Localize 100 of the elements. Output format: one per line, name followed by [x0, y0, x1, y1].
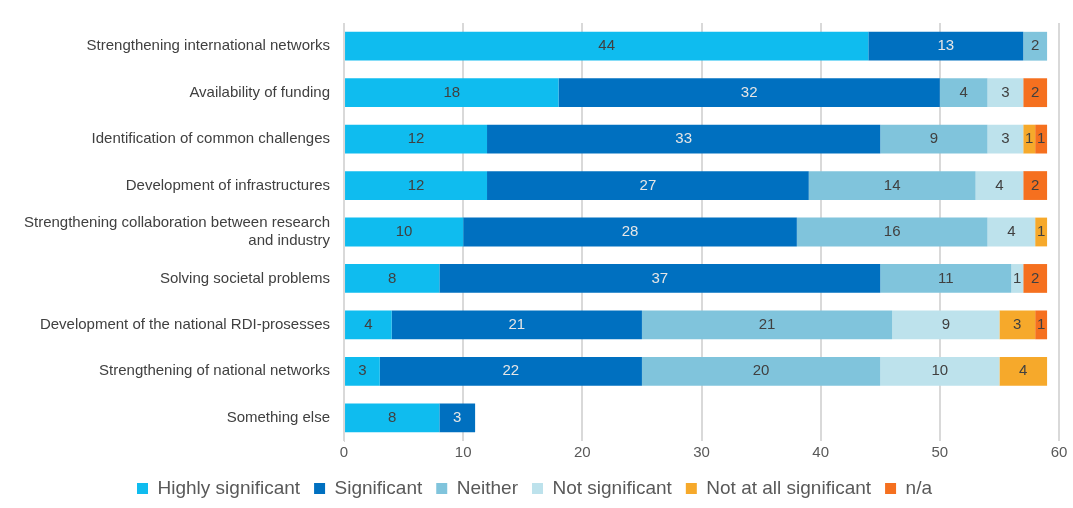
data-label: 3 [453, 407, 462, 425]
bar [1011, 264, 1024, 293]
bar [999, 356, 1048, 386]
data-label: 2 [1031, 175, 1040, 193]
bar [345, 31, 869, 61]
data-label: 2 [1031, 268, 1040, 286]
bar [987, 124, 1024, 154]
bar [868, 31, 1024, 61]
data-label: 21 [758, 315, 776, 333]
bar [880, 124, 988, 154]
bar [880, 264, 1012, 293]
data-label: 2 [1031, 82, 1040, 100]
data-label: 1 [1025, 129, 1034, 147]
bar [487, 124, 881, 154]
x-tick-label: 40 [812, 443, 830, 461]
data-label: 16 [883, 222, 901, 240]
data-label: 18 [443, 82, 461, 100]
y-tick-label: Identification of common challenges [91, 129, 331, 147]
bar [487, 171, 809, 200]
bar [1023, 171, 1048, 200]
data-label: 8 [388, 407, 397, 425]
legend-label: n/a [905, 476, 933, 498]
bar [558, 78, 940, 108]
legend-label: Highly significant [157, 476, 301, 498]
y-tick-label: Strengthening of national networks [99, 361, 331, 379]
x-tick-label: 30 [693, 443, 710, 461]
data-label: 21 [508, 315, 526, 333]
y-tick-label: Strengthening collaboration between research and industry [23, 213, 331, 249]
data-label: 8 [388, 268, 397, 286]
bar [1023, 31, 1048, 61]
data-label: 12 [407, 129, 425, 147]
x-tick-label: 50 [931, 443, 949, 461]
data-label: 3 [1013, 315, 1022, 333]
legend-label: Significant [334, 476, 423, 498]
bar [345, 403, 440, 433]
bar [345, 124, 488, 154]
data-label: 2 [1031, 36, 1040, 54]
data-label: 4 [364, 315, 373, 333]
x-tick-label: 20 [574, 443, 591, 461]
bar [345, 310, 392, 340]
bar [880, 356, 1000, 386]
x-tick-label: 60 [1050, 443, 1068, 461]
data-label: 11 [938, 268, 954, 286]
data-label: 10 [931, 361, 949, 379]
bar [391, 310, 642, 340]
x-tick-label: 10 [454, 443, 472, 461]
data-label: 20 [752, 361, 770, 379]
legend-label: Neither [456, 476, 519, 498]
data-label: 13 [937, 36, 955, 54]
data-label: 3 [1001, 129, 1010, 147]
data-label: 10 [395, 222, 413, 240]
x-tick-label: 0 [339, 443, 349, 461]
bar [1023, 78, 1048, 108]
data-label: 4 [1019, 361, 1028, 379]
bar [939, 78, 988, 108]
bar [379, 356, 642, 386]
data-label: 14 [883, 175, 901, 193]
data-label: 3 [358, 361, 367, 379]
data-label: 1 [1036, 129, 1046, 147]
bar [1035, 310, 1048, 340]
bar [463, 217, 797, 247]
bar [641, 356, 881, 386]
legend-label: Not at all significant [706, 476, 872, 498]
bar [641, 310, 893, 340]
bar [999, 310, 1036, 340]
bar [892, 310, 1000, 340]
data-label: 3 [1001, 82, 1010, 100]
data-label: 1 [1036, 222, 1046, 240]
data-label: 12 [407, 175, 425, 193]
bar [987, 78, 1024, 108]
data-label: 33 [675, 129, 692, 147]
data-label: 28 [621, 222, 639, 240]
data-label: 4 [959, 82, 968, 100]
bar [808, 171, 976, 200]
legend-label: Not significant [552, 476, 673, 498]
data-label: 4 [1007, 222, 1016, 240]
bar [987, 217, 1036, 247]
bar [345, 171, 488, 200]
bar [345, 356, 380, 386]
bar [1023, 264, 1048, 293]
bar [345, 78, 559, 108]
y-tick-label: Development of infrastructures [125, 175, 331, 193]
bar [796, 217, 988, 247]
data-label: 27 [639, 175, 657, 193]
data-label: 37 [651, 268, 669, 286]
data-label: 4 [995, 175, 1004, 193]
data-label: 1 [1036, 315, 1046, 333]
y-tick-label: Solving societal problems [159, 268, 331, 286]
bar [1023, 124, 1036, 154]
y-tick-label: Something else [226, 407, 331, 425]
data-label: 1 [1013, 268, 1022, 286]
bar [345, 217, 464, 247]
bar [345, 264, 440, 293]
y-tick-label: Development of the national RDI-prosesses [39, 315, 331, 333]
data-label: 32 [740, 82, 758, 100]
data-label: 44 [598, 36, 616, 54]
data-label: 9 [941, 315, 950, 333]
bar [439, 403, 476, 433]
bar [439, 264, 881, 293]
data-label: 22 [502, 361, 520, 379]
